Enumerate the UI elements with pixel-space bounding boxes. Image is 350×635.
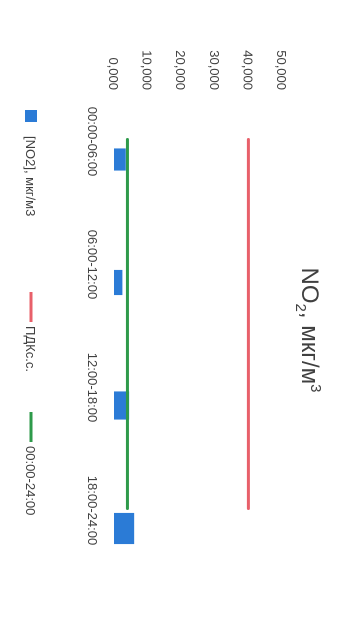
legend-swatch bbox=[25, 110, 37, 122]
y-tick-label: 30,000 bbox=[207, 50, 222, 90]
legend: [NO2], мкг/м3 ПДКс.с. 00:00-24:00 bbox=[23, 110, 38, 515]
plot-area bbox=[113, 138, 250, 545]
bar bbox=[113, 148, 126, 171]
bar bbox=[113, 269, 123, 296]
y-axis-ticks: 0,000 10,000 20,000 30,000 40,000 50,000 bbox=[106, 50, 289, 90]
bar bbox=[114, 512, 135, 545]
y-tick-label: 50,000 bbox=[274, 50, 289, 90]
x-axis-ticks: 00:00-06:00 06:00-12:00 12:00-18:00 18:00-2… bbox=[85, 107, 100, 545]
x-tick-label: 00:00-06:00 bbox=[85, 107, 100, 176]
y-tick-label: 20,000 bbox=[173, 50, 188, 90]
legend-label: ПДКс.с. bbox=[23, 326, 38, 372]
bar bbox=[113, 391, 130, 420]
x-tick-label: 12:00-18:00 bbox=[85, 353, 100, 422]
x-tick-label: 18:00-24:00 bbox=[85, 476, 100, 545]
y-tick-label: 0,000 bbox=[106, 57, 121, 90]
legend-label: 00:00-24:00 bbox=[23, 446, 38, 515]
x-tick-label: 06:00-12:00 bbox=[85, 230, 100, 299]
chart-title: NO2, мкг/м3 bbox=[292, 268, 324, 393]
y-tick-label: 10,000 bbox=[140, 50, 155, 90]
y-tick-label: 40,000 bbox=[240, 50, 255, 90]
legend-label: [NO2], мкг/м3 bbox=[23, 136, 38, 216]
